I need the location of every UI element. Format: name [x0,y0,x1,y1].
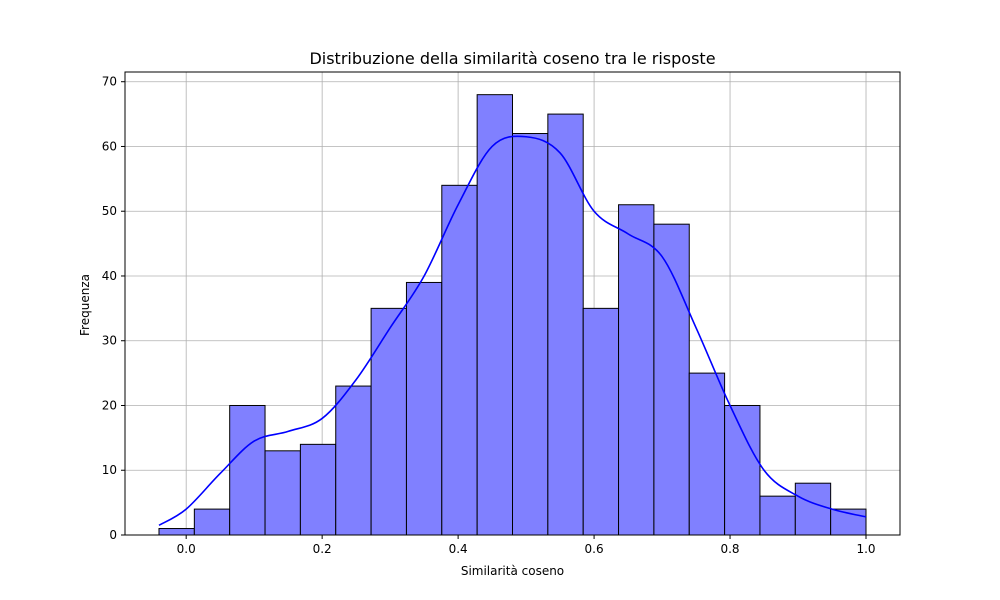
histogram-bar [653,223,690,536]
histogram-bar [476,94,513,536]
x-tick-label: 0.4 [449,542,468,556]
histogram-bar [193,508,231,536]
x-tick-label: 0.2 [313,542,332,556]
kde-curve-layer [158,135,867,526]
histogram-bar [512,133,549,536]
kde-curve [158,135,867,526]
y-tick-label: 0 [109,528,117,542]
histogram-bar [370,307,407,536]
y-tick-label: 20 [102,398,117,412]
y-tick-label: 30 [102,334,117,348]
x-tick-label: 0.8 [720,542,739,556]
x-tick-label: 0.6 [585,542,604,556]
plot-frame [124,71,901,536]
chart-title: Distribuzione della similarità coseno tr… [309,49,715,68]
y-tick-label: 60 [102,139,117,153]
histogram-bar [335,385,372,536]
histogram-bar [618,204,655,536]
histogram-bar [264,450,301,536]
x-tick-label: 1.0 [856,542,875,556]
axis-ticks: 0.0 0.2 0.4 0.6 0.8 1.0 0 10 20 30 40 50 60 70 [102,75,876,556]
y-tick-label: 10 [102,463,117,477]
y-tick-label: 70 [102,75,117,89]
histogram-bar [441,184,478,536]
histogram-bars [158,94,867,536]
histogram-bar [688,372,726,536]
histogram-bar [299,443,337,536]
histogram-bar [724,404,761,536]
y-axis-label: Frequenza [78,274,92,336]
y-tick-label: 50 [102,204,117,218]
x-tick-label: 0.0 [177,542,196,556]
histogram-bar [759,495,796,536]
histogram-bar [547,113,584,536]
histogram-bar [229,404,266,536]
histogram-bar [405,281,443,536]
y-tick-label: 40 [102,269,117,283]
histogram-bar [582,307,620,536]
x-axis-label: Similarità coseno [461,564,564,578]
histogram-bar [158,528,195,536]
histogram-bar [794,482,832,536]
